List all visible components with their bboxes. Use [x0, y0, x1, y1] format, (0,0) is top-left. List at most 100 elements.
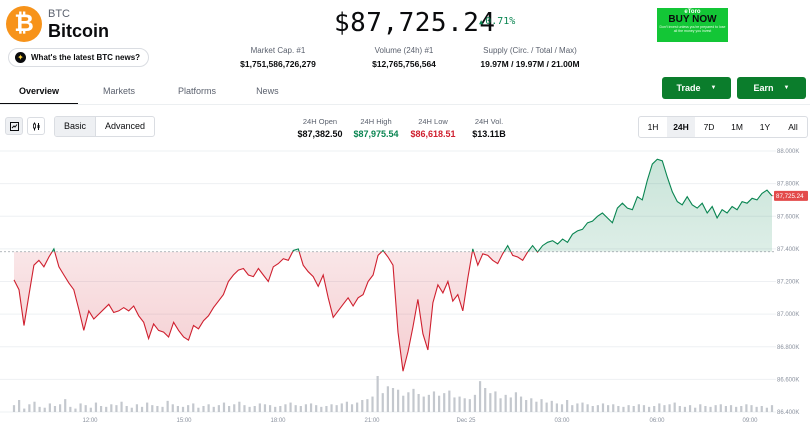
volume-bar — [612, 404, 615, 412]
volume-bar — [320, 406, 323, 412]
volume-bar — [494, 391, 497, 412]
ad-headline: BUY NOW — [668, 14, 717, 25]
volume-bar — [658, 403, 661, 412]
y-tick-label: 87.800K — [777, 182, 799, 188]
trade-button[interactable]: Trade ▼ — [662, 77, 731, 99]
volume-bar — [709, 406, 712, 412]
volume-bar — [212, 406, 215, 412]
volume-bar — [64, 399, 67, 412]
range-all[interactable]: All — [788, 122, 798, 132]
volume-bar — [647, 406, 651, 412]
volume-bar — [699, 404, 702, 412]
volume-bar — [417, 394, 420, 412]
volume-bar — [704, 406, 707, 412]
x-tick-label: 15:00 — [176, 418, 192, 424]
candlestick-toggle[interactable] — [27, 117, 45, 135]
stat-value: 19.97M / 19.97M / 21.00M — [480, 59, 580, 69]
volume-bar — [617, 406, 620, 412]
volume-bar — [94, 402, 98, 412]
tabs-divider — [0, 104, 810, 105]
volume-bar — [350, 404, 354, 412]
price-line-down — [13, 251, 539, 372]
range-1m[interactable]: 1M — [731, 122, 743, 132]
volume-bar — [750, 405, 753, 412]
ohlc-value: $87,975.54 — [353, 129, 399, 139]
volume-bar — [53, 406, 57, 412]
range-1h[interactable]: 1H — [647, 122, 659, 132]
volume-bar — [340, 403, 343, 412]
tab-platforms[interactable]: Platforms — [178, 86, 217, 96]
volume-bar — [18, 400, 21, 412]
range-1y[interactable]: 1Y — [759, 122, 771, 132]
volume-bar — [274, 406, 277, 412]
volume-bar — [371, 396, 374, 412]
volume-bar — [120, 401, 123, 412]
volume-bar — [345, 401, 349, 412]
market-cap-stat: Market Cap. #1 $1,751,586,726,279 — [232, 46, 324, 69]
x-tick-label: Dec 25 — [456, 418, 476, 424]
volume-bar — [279, 406, 282, 412]
volume-bar — [555, 403, 558, 412]
volume-bar — [397, 389, 400, 412]
volume-bar — [437, 395, 441, 412]
volume-bar — [28, 404, 31, 412]
btc-news-button[interactable]: ✦ What's the latest BTC news? — [8, 48, 150, 67]
mode-basic[interactable]: Basic — [55, 117, 96, 136]
stat-label: Market Cap. #1 — [250, 46, 306, 55]
volume-bar — [581, 402, 584, 412]
range-7d[interactable]: 7D — [703, 122, 715, 132]
volume-bar — [110, 404, 113, 412]
volume-bar — [586, 404, 589, 412]
y-tick-label: 86.400K — [777, 410, 799, 416]
volume-bar — [724, 406, 728, 412]
tab-overview[interactable]: Overview — [0, 80, 79, 105]
volume-bar — [228, 406, 231, 412]
volume-bar — [217, 405, 220, 412]
ad-brand: eToro — [684, 9, 701, 15]
volume-bar — [376, 376, 379, 412]
y-tick-label: 86.600K — [777, 377, 799, 383]
line-chart-toggle[interactable] — [5, 117, 23, 135]
x-tick-label: 09:00 — [742, 418, 758, 424]
ohlc-label: 24H Open — [302, 117, 338, 126]
tab-news[interactable]: News — [256, 86, 279, 96]
volume-bar — [135, 404, 139, 412]
ohlc-volume: 24H Vol. $13.11B — [466, 117, 512, 139]
volume-bar — [627, 405, 630, 412]
ohlc-label: 24H High — [360, 117, 392, 126]
volume-bar — [253, 406, 256, 412]
volume-bar — [432, 391, 436, 412]
mode-advanced[interactable]: Advanced — [95, 117, 154, 136]
volume-bar — [642, 405, 646, 412]
volume-bar — [187, 405, 190, 412]
volume-bar — [412, 388, 415, 412]
range-24h[interactable]: 24H — [667, 117, 695, 137]
price-chart[interactable]: 88.000K 87.800K 87.600K 87.400K 87.200K 87.00… — [0, 146, 810, 426]
x-tick-label: 21:00 — [364, 418, 380, 424]
volume-stat: Volume (24h) #1 $12,765,756,564 — [359, 46, 449, 69]
volume-bar — [673, 402, 676, 412]
y-tick-label: 87.000K — [777, 312, 799, 318]
chart-mode-switch: Basic Advanced — [54, 116, 156, 137]
volume-bar — [315, 405, 318, 412]
volume-bar — [545, 402, 548, 412]
volume-bar — [248, 406, 251, 412]
volume-bar — [202, 406, 205, 412]
volume-bar — [668, 404, 671, 412]
volume-bar — [463, 398, 466, 412]
tab-markets[interactable]: Markets — [103, 86, 136, 96]
volume-bar — [294, 405, 297, 412]
earn-button[interactable]: Earn ▼ — [737, 77, 806, 99]
volume-bar — [74, 408, 77, 412]
volume-bar — [530, 398, 533, 412]
volume-bar — [381, 393, 384, 412]
volume-bar — [125, 406, 128, 412]
volume-bar — [335, 405, 338, 412]
ohlc-open: 24H Open $87,382.50 — [292, 117, 348, 139]
volume-bar — [48, 403, 51, 412]
etoro-ad-banner[interactable]: eToro BUY NOW Don't invest unless you're… — [657, 8, 728, 42]
ohlc-label: 24H Vol. — [474, 117, 504, 126]
volume-bar — [729, 405, 733, 412]
volume-bar — [263, 404, 267, 412]
volume-bar — [402, 395, 405, 412]
